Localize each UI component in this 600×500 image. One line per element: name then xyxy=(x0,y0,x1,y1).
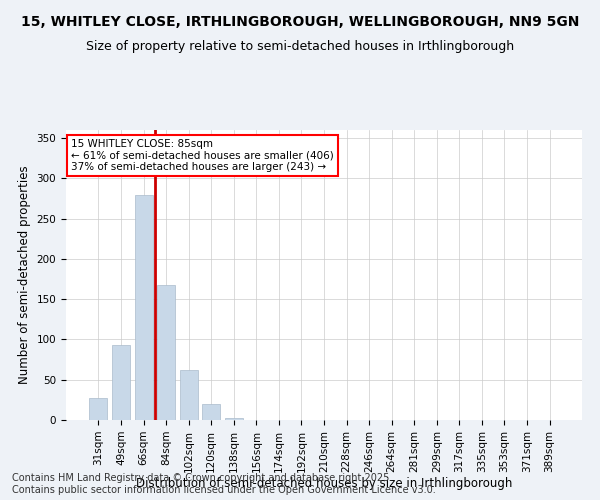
Bar xyxy=(89,398,107,420)
Text: Contains HM Land Registry data © Crown copyright and database right 2025.
Contai: Contains HM Land Registry data © Crown c… xyxy=(12,474,436,495)
Bar xyxy=(225,418,243,420)
Bar xyxy=(112,345,130,420)
Text: Size of property relative to semi-detached houses in Irthlingborough: Size of property relative to semi-detach… xyxy=(86,40,514,53)
Bar xyxy=(157,284,175,420)
Bar xyxy=(179,370,198,420)
X-axis label: Distribution of semi-detached houses by size in Irthlingborough: Distribution of semi-detached houses by … xyxy=(136,478,512,490)
Y-axis label: Number of semi-detached properties: Number of semi-detached properties xyxy=(18,166,31,384)
Text: 15, WHITLEY CLOSE, IRTHLINGBOROUGH, WELLINGBOROUGH, NN9 5GN: 15, WHITLEY CLOSE, IRTHLINGBOROUGH, WELL… xyxy=(21,15,579,29)
Bar xyxy=(202,404,220,420)
Text: 15 WHITLEY CLOSE: 85sqm
← 61% of semi-detached houses are smaller (406)
37% of s: 15 WHITLEY CLOSE: 85sqm ← 61% of semi-de… xyxy=(71,138,334,172)
Bar xyxy=(134,195,152,420)
